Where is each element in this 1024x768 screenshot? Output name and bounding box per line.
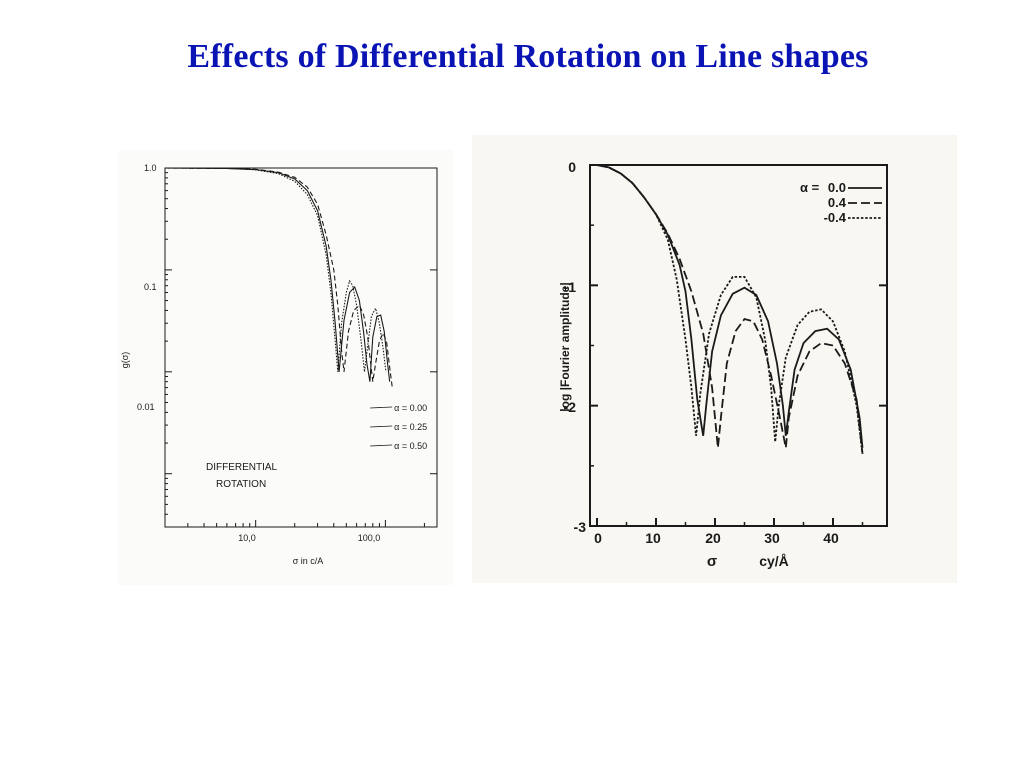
series-line-1	[596, 164, 864, 448]
x-tick-label-10: 10	[645, 530, 661, 546]
x-tick-label-30: 30	[764, 530, 780, 546]
y-tick-label-3: -3	[574, 519, 587, 535]
series-line-1	[164, 167, 387, 372]
x-tick-label-1: 10,0	[238, 533, 256, 543]
x-tick-label-40: 40	[823, 530, 839, 546]
series-line-2	[596, 164, 864, 454]
right-figure-panel: α = 0.0 0.4 -0.4 0 -1 -2 -3 0 10 20 30 40 σ…	[472, 135, 957, 583]
x-tick-label-20: 20	[705, 530, 721, 546]
plot-frame	[164, 167, 438, 528]
y-tick-label-0: 0	[568, 159, 576, 175]
legend-leader-3	[370, 444, 393, 447]
series-line-3	[596, 164, 864, 454]
y-axis-label: log |Fourier amplitude|	[558, 282, 572, 411]
series-line-2	[164, 167, 391, 382]
legend-label-2: α = 0.25	[394, 422, 427, 432]
y-tick-label-3: 0.01	[137, 402, 155, 412]
series-line-3	[164, 167, 393, 388]
legend-label-3: -0.4	[824, 210, 847, 225]
annotation-line-1: DIFFERENTIAL	[206, 462, 278, 473]
legend-label-1: α = 0.00	[394, 403, 427, 413]
annotation-line-2: ROTATION	[216, 479, 266, 490]
x-axis-label-unit: cy/Å	[759, 553, 789, 569]
legend-label-2: 0.4	[828, 195, 847, 210]
x-axis-label: σ in c/A	[293, 556, 324, 566]
legend-title: α =	[800, 180, 820, 195]
legend-leader-2	[370, 425, 393, 428]
y-tick-label-1: -1	[564, 279, 577, 295]
legend-label-3: α = 0.50	[394, 441, 427, 451]
left-figure-panel: α = 0.00 α = 0.25 α = 0.50 1.0 0.1 0.01 10…	[118, 150, 453, 585]
legend-label-1: 0.0	[828, 180, 846, 195]
x-tick-label-0: 0	[594, 530, 602, 546]
slide-title: Effects of Differential Rotation on Line…	[187, 38, 869, 75]
left-chart-svg: α = 0.00 α = 0.25 α = 0.50 1.0 0.1 0.01 10…	[120, 163, 438, 566]
y-tick-label-1: 1.0	[144, 163, 157, 173]
y-axis-label: g(σ)	[120, 352, 130, 369]
x-tick-label-2: 100,0	[358, 533, 381, 543]
y-tick-label-2: -2	[564, 399, 577, 415]
right-chart-svg: α = 0.00.4-0.4 0 -1 -2 -3 0 10 20 30 40 σ…	[558, 159, 888, 570]
y-tick-label-2: 0.1	[144, 282, 157, 292]
legend-leader-1	[370, 406, 393, 409]
x-axis-label-sigma: σ	[707, 553, 717, 570]
